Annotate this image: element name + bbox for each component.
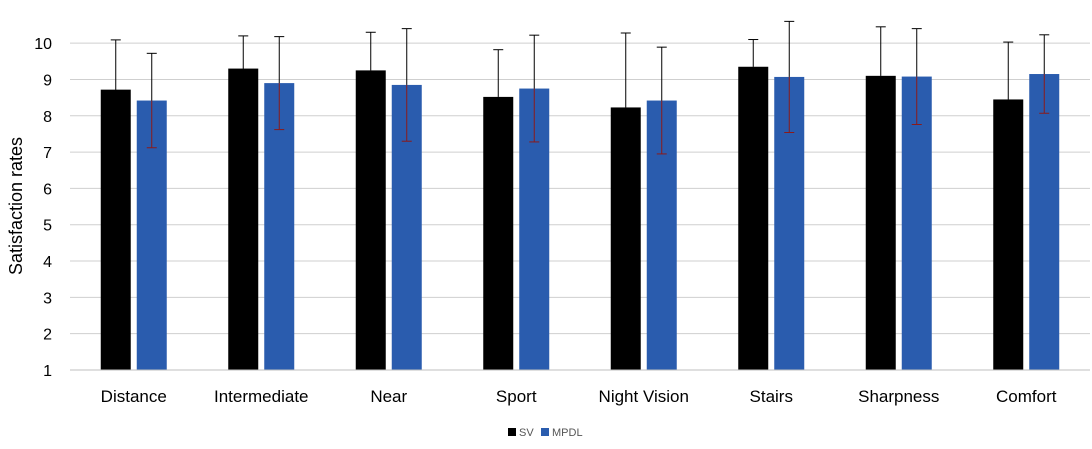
- x-tick-label: Comfort: [996, 387, 1057, 406]
- x-tick-label: Distance: [101, 387, 167, 406]
- bars: [100, 66, 1060, 371]
- x-tick-label: Night Vision: [599, 387, 689, 406]
- legend-label-mpdl: MPDL: [552, 427, 583, 439]
- x-tick-label: Sport: [496, 387, 537, 406]
- bar-sv-stairs: [738, 66, 769, 371]
- y-tick-label: 7: [43, 145, 52, 162]
- y-tick-label: 4: [43, 254, 52, 271]
- gridlines: [70, 42, 1090, 335]
- y-tick-label: 2: [43, 327, 52, 344]
- x-tick-label: Intermediate: [214, 387, 309, 406]
- bar-mpdl-sharpness: [901, 76, 932, 370]
- y-tick-label: 1: [43, 363, 52, 380]
- legend: SV MPDL: [508, 427, 583, 439]
- legend-label-sv: SV: [519, 427, 534, 439]
- y-tick-label: 9: [43, 72, 52, 89]
- legend-swatch-mpdl: [541, 428, 549, 436]
- y-tick-label: 8: [43, 109, 52, 126]
- error-bars: [110, 20, 1050, 183]
- x-tick-label: Stairs: [750, 387, 793, 406]
- bar-mpdl-comfort: [1029, 74, 1060, 371]
- bar-mpdl-intermediate: [264, 83, 295, 371]
- y-tick-label: 10: [34, 36, 52, 53]
- x-tick-label: Sharpness: [858, 387, 939, 406]
- y-tick-label: 5: [43, 218, 52, 235]
- y-tick-label: 3: [43, 290, 52, 307]
- legend-swatch-sv: [508, 428, 516, 436]
- x-tick-label: Near: [370, 387, 407, 406]
- bar-sv-near: [355, 70, 386, 370]
- y-axis-label: Satisfaction rates: [6, 137, 26, 275]
- bar-sv-intermediate: [228, 68, 259, 370]
- axes: 1 2 3 4 5 6 7 8 9 10 Distance Intermediate Near Sport…: [34, 36, 1090, 406]
- y-tick-label: 6: [43, 181, 52, 198]
